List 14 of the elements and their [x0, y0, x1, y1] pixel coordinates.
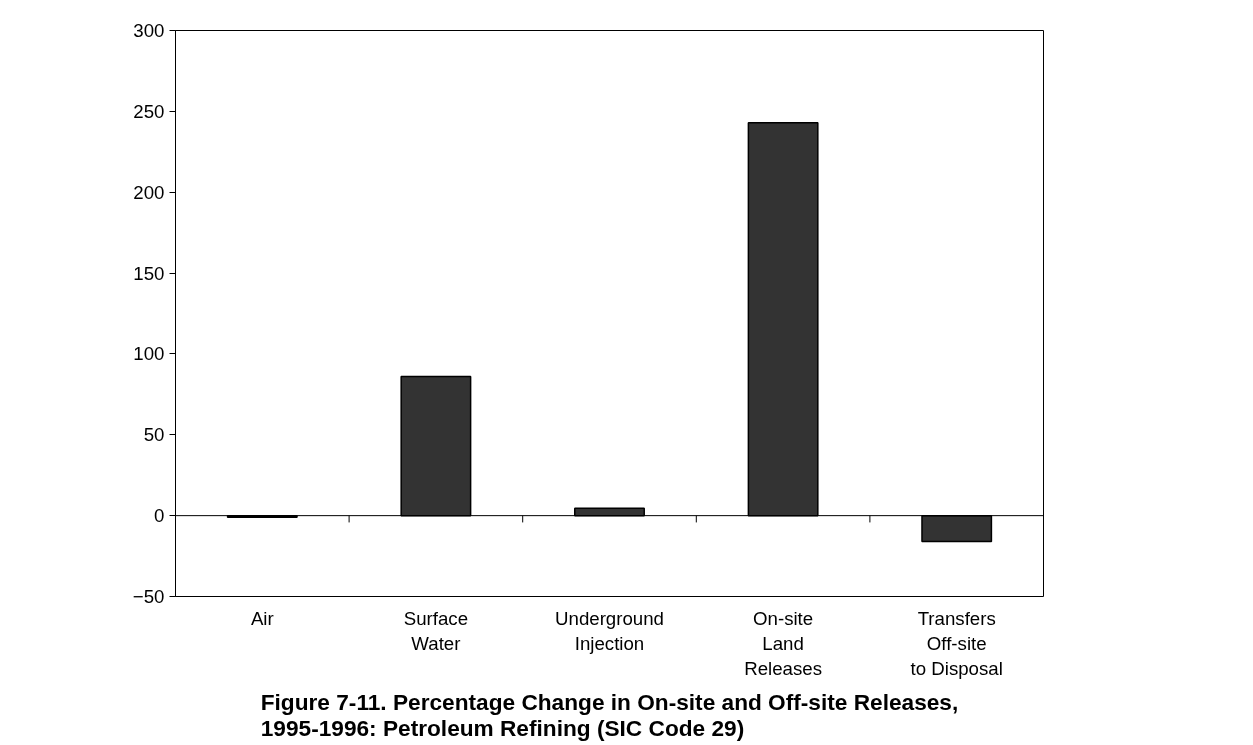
y-tick-label: 0: [154, 505, 165, 527]
x-tick-label: Transfers Off-site to Disposal: [910, 607, 1003, 679]
y-tick-label: 300: [133, 20, 165, 41]
x-tick-label: On-site Land Releases: [744, 607, 822, 679]
x-tick-label: Underground Injection: [555, 607, 664, 654]
x-tick-label: Surface Water: [403, 607, 469, 654]
x-tick-label: Air: [250, 607, 274, 629]
y-tick-label: 100: [133, 343, 165, 365]
y-tick-label: 50: [143, 424, 165, 446]
y-tick-label: 150: [133, 262, 165, 284]
y-tick-label: 200: [133, 181, 165, 203]
text: Figure 7-11. Percentage Change in On-site and Off-site Releases, 1995-1996: Petroleum Refining (SIC Code 29): [260, 688, 959, 741]
y-tick-label: −50: [132, 586, 165, 607]
y-tick-label: 250: [133, 100, 165, 122]
